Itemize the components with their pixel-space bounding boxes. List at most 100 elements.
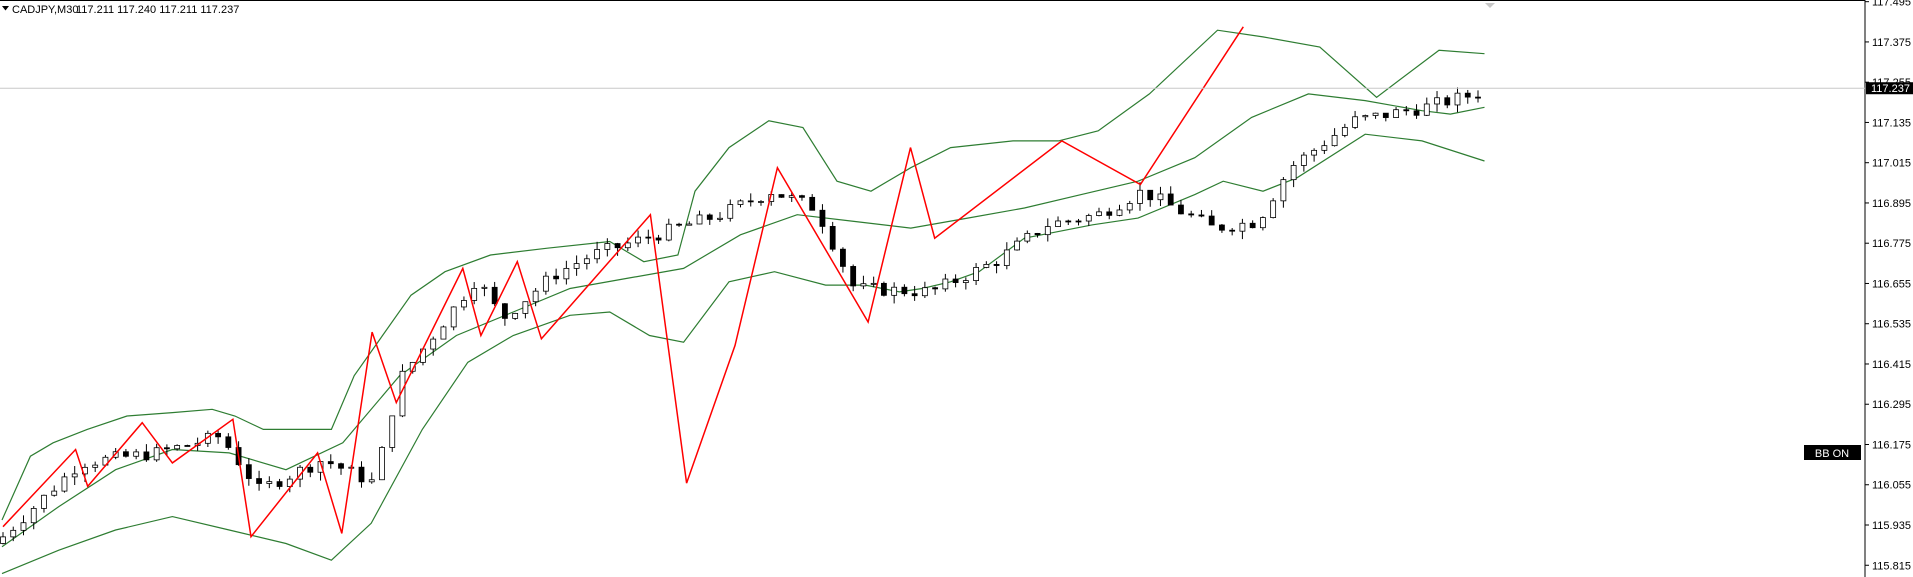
candle xyxy=(307,464,314,478)
candle xyxy=(92,461,99,472)
candle xyxy=(1413,104,1420,119)
candle xyxy=(512,312,519,320)
candle xyxy=(41,494,47,513)
candle xyxy=(1280,177,1287,208)
y-tick-label: 116.415 xyxy=(1872,359,1911,371)
candle xyxy=(358,461,365,488)
y-tick-label: 117.495 xyxy=(1872,0,1911,9)
candle xyxy=(676,222,682,227)
y-tick-label: 116.655 xyxy=(1872,278,1911,290)
candle xyxy=(1290,161,1297,188)
candle xyxy=(215,429,222,444)
candle xyxy=(1096,207,1102,217)
candle xyxy=(123,448,129,458)
bb-status-badge: BB ON xyxy=(1804,445,1861,460)
candle xyxy=(860,275,867,290)
ohlc-values: 117.211 117.240 117.211 117.237 xyxy=(76,4,239,16)
candle xyxy=(61,472,68,493)
candle xyxy=(962,277,969,290)
candlesticks xyxy=(0,87,1481,545)
candle xyxy=(1423,97,1430,116)
candle xyxy=(840,247,846,273)
candle xyxy=(338,462,344,475)
y-tick-label: 115.935 xyxy=(1872,520,1911,532)
current-price-label: 117.237 xyxy=(1871,83,1910,95)
candle xyxy=(942,273,949,292)
candle xyxy=(594,241,600,264)
candle xyxy=(1403,105,1410,116)
chart-shift-icon[interactable] xyxy=(1485,3,1495,8)
candle xyxy=(563,260,570,285)
bollinger-upper xyxy=(1,29,1485,521)
candle xyxy=(184,444,191,447)
candle xyxy=(1147,189,1154,207)
candle xyxy=(286,475,293,493)
y-tick-label: 115.815 xyxy=(1872,560,1911,572)
candle xyxy=(471,282,478,305)
candle xyxy=(71,466,78,486)
candle xyxy=(153,443,160,462)
candle xyxy=(542,271,549,295)
candle xyxy=(1178,199,1184,215)
candle xyxy=(1024,230,1031,244)
candle xyxy=(696,210,703,225)
candle xyxy=(973,263,979,286)
bb-status-text: BB ON xyxy=(1815,448,1849,460)
candle xyxy=(635,230,641,248)
candle xyxy=(932,286,939,295)
candle xyxy=(799,194,805,201)
triangle-down-icon[interactable] xyxy=(2,6,9,11)
candle xyxy=(266,476,273,489)
candle xyxy=(901,284,908,297)
candle xyxy=(51,485,58,497)
candle xyxy=(1311,148,1318,162)
candle xyxy=(1341,123,1348,138)
candle xyxy=(921,281,928,299)
candle xyxy=(850,264,857,292)
candle xyxy=(1239,218,1246,240)
y-tick-label: 117.135 xyxy=(1872,117,1911,129)
candle xyxy=(1219,223,1225,233)
candle xyxy=(645,229,652,245)
candle xyxy=(440,325,447,340)
candle xyxy=(163,444,170,456)
candle xyxy=(758,200,764,206)
candle xyxy=(573,255,580,276)
y-tick-label: 117.015 xyxy=(1872,158,1911,170)
y-tick-label: 116.895 xyxy=(1872,198,1911,210)
y-tick-label: 116.775 xyxy=(1872,238,1911,250)
candle xyxy=(1372,112,1379,119)
candle xyxy=(1208,210,1215,226)
candle xyxy=(1393,107,1399,118)
candle xyxy=(450,306,457,331)
candle xyxy=(1106,207,1113,220)
candle xyxy=(1157,186,1164,207)
candle xyxy=(522,301,529,319)
candle xyxy=(1055,216,1061,228)
candle xyxy=(1137,182,1143,211)
candle xyxy=(911,285,918,301)
candle xyxy=(502,303,508,326)
candle xyxy=(1229,228,1236,236)
candle xyxy=(1382,112,1389,122)
candle xyxy=(1259,216,1266,231)
candle xyxy=(1188,210,1195,218)
candle xyxy=(1362,114,1369,121)
candle xyxy=(532,287,539,307)
candle xyxy=(10,526,17,542)
candle xyxy=(891,282,898,304)
candle xyxy=(143,444,150,462)
candle xyxy=(481,284,488,297)
candle xyxy=(461,296,467,311)
candle xyxy=(686,221,693,226)
candle xyxy=(0,532,6,545)
candle xyxy=(881,281,887,297)
candle xyxy=(30,506,37,530)
candle xyxy=(727,199,734,222)
y-tick-label: 116.535 xyxy=(1872,319,1911,331)
candle xyxy=(1270,198,1277,219)
candle xyxy=(1475,90,1481,103)
